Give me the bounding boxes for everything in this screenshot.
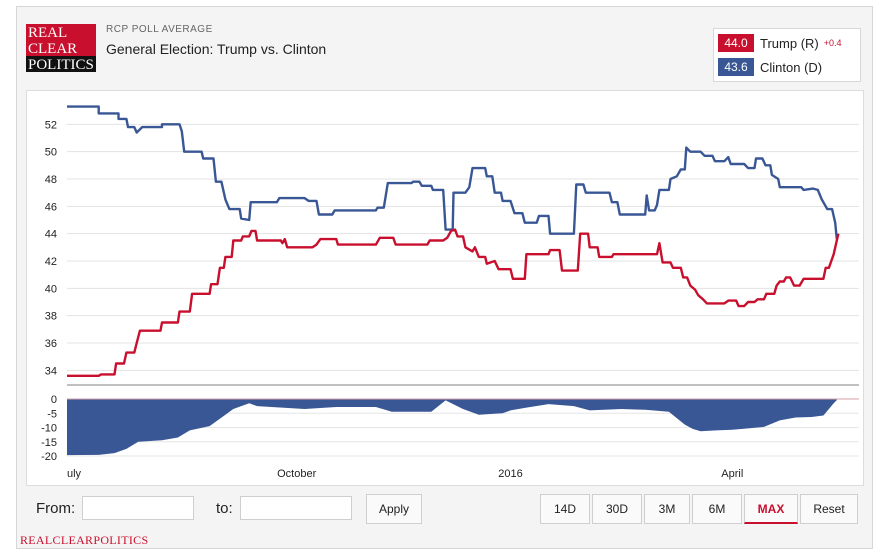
y-tick-label: 36 (45, 338, 57, 350)
range-controls: From: to: Apply 14D 30D 3M 6M MAX Reset (26, 494, 864, 526)
y-tick-label: 38 (45, 311, 57, 323)
legend-label: Trump (R) (760, 35, 819, 51)
x-tick-label: October (277, 468, 316, 480)
rcp-logo[interactable]: REAL CLEAR POLITICS (26, 24, 96, 72)
spread-area (67, 399, 837, 456)
range-3m-button[interactable]: 3M (644, 494, 690, 524)
y-tick-label: 34 (45, 365, 57, 377)
apply-button[interactable]: Apply (366, 494, 422, 524)
from-date-input[interactable] (82, 496, 194, 520)
footer-brand[interactable]: REALCLEARPOLITICS (20, 533, 149, 547)
x-tick-label: uly (67, 468, 82, 480)
range-14d-button[interactable]: 14D (540, 494, 590, 524)
reset-button[interactable]: Reset (800, 494, 858, 524)
from-label: From: (36, 500, 76, 517)
legend-item-clinton[interactable]: 43.6 Clinton (D) (718, 57, 822, 77)
y-tick-label: 52 (45, 119, 57, 131)
spread-tick-label: -10 (41, 423, 57, 435)
to-date-input[interactable] (240, 496, 352, 520)
legend-item-trump[interactable]: 44.0 Trump (R) +0.4 (718, 33, 842, 53)
range-max-button[interactable]: MAX (744, 494, 798, 524)
range-6m-button[interactable]: 6M (692, 494, 742, 524)
chart-area[interactable]: 34 36 38 40 42 44 46 48 50 52 0 -5 -10 -15 -20 uly Octob… (26, 90, 864, 486)
legend-label: Clinton (D) (760, 59, 823, 75)
logo-line-1: REAL (28, 25, 68, 41)
series-line-clinton (67, 105, 838, 240)
series-line-trump (67, 228, 840, 377)
y-tick-label: 50 (45, 147, 57, 159)
spread-tick-label: 0 (51, 394, 57, 406)
chart-kicker: RCP POLL AVERAGE (106, 24, 213, 35)
legend-box: 44.0 Trump (R) +0.4 43.6 Clinton (D) (713, 28, 861, 82)
legend-value: 43.6 (718, 58, 754, 76)
range-30d-button[interactable]: 30D (592, 494, 642, 524)
spread-tick-label: -20 (41, 451, 57, 463)
legend-change: +0.4 (823, 38, 842, 48)
x-tick-label: 2016 (498, 468, 522, 480)
line-chart: 34 36 38 40 42 44 46 48 50 52 0 -5 -10 -15 -20 uly Octob… (41, 105, 859, 480)
y-tick-label: 42 (45, 256, 57, 268)
spread-tick-label: -5 (47, 408, 57, 420)
spread-tick-label: -15 (41, 437, 57, 449)
legend-value: 44.0 (718, 34, 754, 52)
y-tick-label: 46 (45, 201, 57, 213)
y-tick-label: 48 (45, 174, 57, 186)
logo-line-3: POLITICS (28, 57, 94, 72)
x-tick-label: April (721, 468, 743, 480)
to-label: to: (216, 500, 233, 517)
y-tick-label: 44 (45, 229, 57, 241)
logo-line-2: CLEAR (28, 41, 78, 57)
chart-title: General Election: Trump vs. Clinton (106, 41, 327, 57)
y-tick-label: 40 (45, 283, 57, 295)
